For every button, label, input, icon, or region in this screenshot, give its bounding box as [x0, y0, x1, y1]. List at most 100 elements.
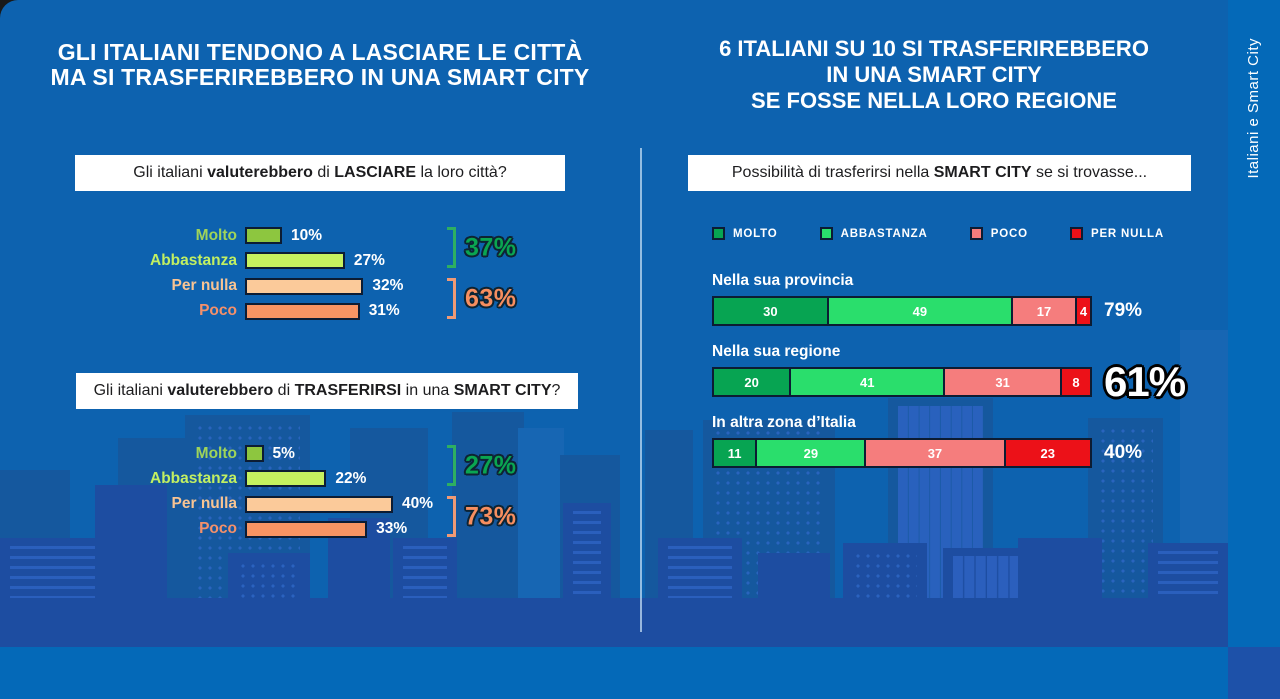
- legend-label: PER NULLA: [1090, 227, 1164, 240]
- bar-row: Abbastanza 22%: [75, 469, 367, 488]
- stacked-bar-segment: 29: [755, 440, 865, 466]
- legend: MOLTO ABBASTANZA POCO PER NULLA: [712, 227, 1164, 240]
- bar: [245, 252, 345, 270]
- legend-swatch: [1069, 227, 1083, 240]
- bar-value: 33%: [376, 520, 408, 538]
- bar-category-label: Abbastanza: [150, 251, 237, 269]
- bottom-right-square: [1228, 647, 1280, 699]
- side-label: Italiani e Smart City: [1245, 38, 1262, 179]
- legend-item: POCO: [969, 227, 1028, 240]
- segment-value: 4: [1079, 303, 1088, 319]
- segment-value: 20: [744, 374, 759, 390]
- group-total: 27%: [465, 451, 517, 480]
- stacked-bar-row: 11 29 37 23 40%: [712, 438, 1212, 468]
- legend-item: ABBASTANZA: [819, 227, 928, 240]
- legend-label: MOLTO: [733, 227, 778, 240]
- stacked-bar-total: 79%: [1104, 300, 1143, 321]
- bar: [245, 277, 364, 295]
- bar: [245, 495, 393, 513]
- left-title-line-2: MA SI TRASFERIREBBERO IN UNA SMART CITY: [50, 64, 590, 90]
- skyline-band: [0, 598, 1228, 647]
- right-title-line-1: 6 ITALIANI SU 10 SI TRASFERIREBBERO: [719, 36, 1149, 61]
- segment-value: 29: [803, 445, 819, 461]
- bar-value: 40%: [402, 495, 434, 513]
- footer-band: [0, 647, 1228, 699]
- right-panel-title: 6 ITALIANI SU 10 SI TRASFERIREBBERO IN U…: [640, 36, 1228, 114]
- bar: [245, 227, 282, 244]
- chart-lasciare: Molto 10% Abbastanza 27% Per nulla 32% Poco 31%…: [75, 227, 565, 327]
- group-bracket: [447, 278, 456, 319]
- stacked-bar-segment: 37: [864, 440, 1004, 466]
- segment-value: 30: [763, 303, 778, 319]
- question-box-trasferirsi: Gli italiani valuterebbero di TRASFERIRS…: [76, 373, 578, 409]
- segment-value: 17: [1036, 303, 1052, 319]
- stacked-bars-chart: Nella sua provincia 30 49 17 4 79% Nella sua r…: [712, 272, 1212, 485]
- segment-value: 31: [995, 374, 1010, 390]
- stacked-bar-label: In altra zona d’Italia: [712, 414, 856, 431]
- question-box-possibilita: Possibilità di trasferirsi nella SMART C…: [688, 155, 1191, 191]
- bar-category-label: Per nulla: [171, 495, 237, 513]
- stacked-bar-total: 61%: [1104, 358, 1186, 405]
- question-box-lasciare: Gli italiani valuterebbero di LASCIARE l…: [75, 155, 565, 191]
- stacked-bar-label: Nella sua provincia: [712, 272, 854, 289]
- bar-row: Per nulla 40%: [75, 495, 434, 513]
- bar-row: Abbastanza 27%: [75, 251, 385, 270]
- legend-item: PER NULLA: [1069, 227, 1164, 240]
- stacked-bar-segment: 11: [714, 440, 756, 466]
- group-bracket: [447, 227, 456, 268]
- group-bracket: [447, 445, 456, 486]
- question-text: Gli italiani valuterebbero di LASCIARE l…: [133, 164, 507, 181]
- question-text: Gli italiani valuterebbero di TRASFERIRS…: [93, 382, 561, 399]
- bar-value: 32%: [372, 277, 404, 295]
- group-total: 63%: [465, 284, 517, 313]
- segment-value: 49: [912, 303, 928, 319]
- stacked-bar-total: 40%: [1104, 442, 1143, 463]
- stacked-bar-segment: 20: [714, 369, 790, 395]
- legend-swatch: [819, 227, 833, 240]
- bar-row: Per nulla 32%: [75, 277, 404, 295]
- bar-row: Poco 31%: [75, 302, 400, 320]
- stacked-bar-segment: 41: [789, 369, 944, 395]
- right-side-band: Italiani e Smart City: [1228, 0, 1280, 647]
- stacked-bar: 20 41 31 8: [712, 367, 1092, 397]
- segment-value: 8: [1072, 374, 1080, 390]
- stacked-bar-group: Nella sua regione 20 41 31 8 61%: [712, 343, 1212, 405]
- bar-category-label: Poco: [199, 302, 237, 320]
- stacked-bar-segment: 31: [943, 369, 1060, 395]
- stacked-bar-row: 20 41 31 8 61%: [712, 358, 1212, 405]
- bar: [245, 520, 368, 538]
- bar: [245, 302, 360, 320]
- legend-label: POCO: [990, 227, 1028, 240]
- panel-divider: [640, 148, 642, 632]
- bar-row: Molto 10%: [75, 227, 322, 244]
- bar-value: 10%: [291, 226, 323, 244]
- group-total: 37%: [465, 233, 517, 262]
- stacked-bar-label: Nella sua regione: [712, 343, 841, 360]
- bar-value: 27%: [353, 251, 385, 269]
- bar-category-label: Molto: [195, 226, 237, 244]
- stacked-bar-group: Nella sua provincia 30 49 17 4 79%: [712, 272, 1212, 326]
- stacked-bar: 11 29 37 23: [712, 438, 1092, 468]
- bar-row: Poco 33%: [75, 520, 408, 538]
- chart-trasferirsi: Molto 5% Abbastanza 22% Per nulla 40% Poco 33% 2…: [75, 445, 565, 545]
- segment-value: 11: [727, 445, 742, 461]
- bar-category-label: Poco: [199, 520, 237, 538]
- bar-category-label: Abbastanza: [150, 469, 237, 487]
- bar: [245, 445, 264, 462]
- legend-label: ABBASTANZA: [840, 227, 928, 240]
- stacked-bar-segment: 4: [1074, 298, 1090, 324]
- bar-category-label: Per nulla: [171, 277, 237, 295]
- bar: [245, 470, 327, 488]
- segment-value: 41: [860, 374, 875, 390]
- question-text: Possibilità di trasferirsi nella SMART C…: [731, 164, 1148, 181]
- group-bracket: [447, 496, 456, 537]
- stacked-bar: 30 49 17 4: [712, 296, 1092, 326]
- segment-value: 23: [1040, 445, 1055, 461]
- legend-swatch: [969, 227, 983, 240]
- legend-swatch: [712, 227, 725, 240]
- stacked-bar-segment: 17: [1011, 298, 1075, 324]
- bar-row: Molto 5%: [75, 445, 295, 462]
- bar-value: 22%: [335, 469, 367, 487]
- stacked-bar-segment: 30: [714, 298, 827, 324]
